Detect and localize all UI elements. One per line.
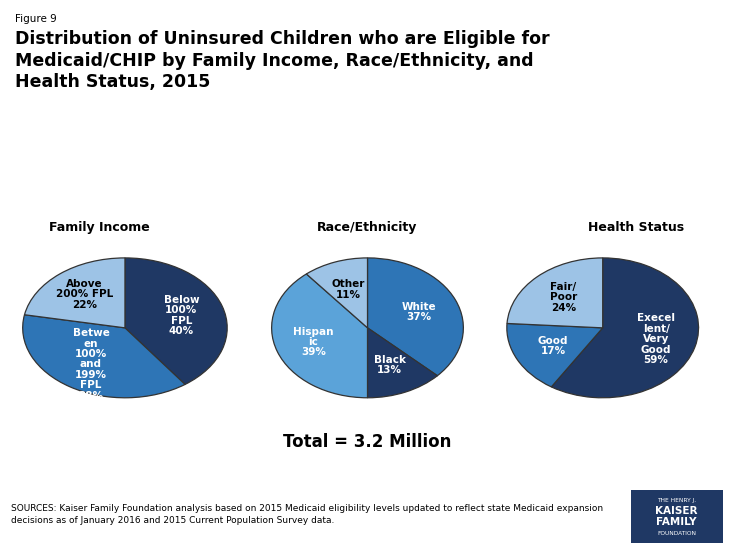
Text: Figure 9: Figure 9 <box>15 14 57 24</box>
Text: KAISER: KAISER <box>656 506 698 516</box>
Text: Execel
lent/
Very
Good
59%: Execel lent/ Very Good 59% <box>637 314 675 365</box>
Wedge shape <box>368 328 437 398</box>
Wedge shape <box>23 315 185 398</box>
Text: Below
100%
FPL
40%: Below 100% FPL 40% <box>164 295 199 336</box>
Wedge shape <box>507 323 603 387</box>
Text: Betwe
en
100%
and
199%
FPL
38%: Betwe en 100% and 199% FPL 38% <box>73 328 110 401</box>
Text: White
37%: White 37% <box>401 301 436 322</box>
Wedge shape <box>368 258 463 376</box>
Wedge shape <box>24 258 125 328</box>
Text: FAMILY: FAMILY <box>656 517 697 527</box>
Wedge shape <box>507 258 603 328</box>
Text: Distribution of Uninsured Children who are Eligible for
Medicaid/CHIP by Family : Distribution of Uninsured Children who a… <box>15 30 549 91</box>
Text: Health Status: Health Status <box>588 221 684 234</box>
Text: Fair/
Poor
24%: Fair/ Poor 24% <box>550 282 577 312</box>
Text: Good
17%: Good 17% <box>538 336 568 356</box>
Wedge shape <box>306 258 368 328</box>
Text: SOURCES: Kaiser Family Foundation analysis based on 2015 Medicaid eligibility le: SOURCES: Kaiser Family Foundation analys… <box>11 504 603 525</box>
Text: Family Income: Family Income <box>49 221 150 234</box>
Wedge shape <box>551 258 698 398</box>
Text: Hispan
ic
39%: Hispan ic 39% <box>293 327 334 358</box>
Text: FOUNDATION: FOUNDATION <box>657 531 696 536</box>
Text: Black
13%: Black 13% <box>373 355 406 375</box>
Wedge shape <box>125 258 227 385</box>
Text: Total = 3.2 Million: Total = 3.2 Million <box>283 433 452 451</box>
Text: Race/Ethnicity: Race/Ethnicity <box>318 221 417 234</box>
Wedge shape <box>272 274 368 398</box>
Text: THE HENRY J.: THE HENRY J. <box>657 498 696 504</box>
Text: Above
200% FPL
22%: Above 200% FPL 22% <box>56 279 113 310</box>
Text: Other
11%: Other 11% <box>332 279 365 300</box>
